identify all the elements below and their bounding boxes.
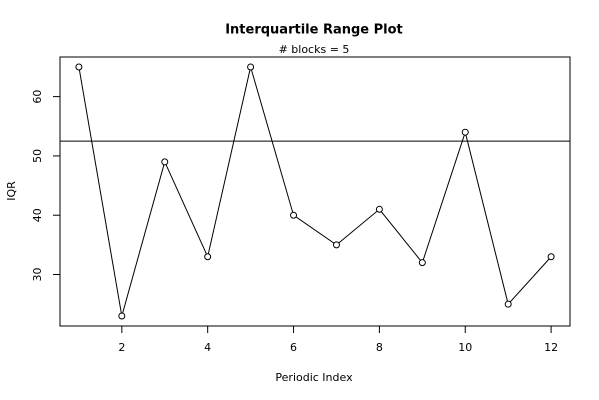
x-tick-label: 2 <box>118 341 125 354</box>
data-point <box>547 253 555 261</box>
y-axis-label: IQR <box>5 181 18 201</box>
y-tick-label: 50 <box>31 149 44 163</box>
data-line <box>78 66 552 317</box>
x-tick-label: 8 <box>376 341 383 354</box>
x-tick-label: 10 <box>458 341 472 354</box>
chart-title: Interquartile Range Plot <box>225 23 403 38</box>
data-point <box>204 253 212 261</box>
data-point <box>461 128 469 136</box>
x-tick-label: 12 <box>544 341 558 354</box>
data-point <box>161 158 169 166</box>
data-point <box>247 63 255 71</box>
data-point <box>375 205 383 213</box>
data-point <box>418 259 426 267</box>
x-tick-label: 6 <box>290 341 297 354</box>
data-point <box>118 312 126 320</box>
x-axis-label: Periodic Index <box>275 371 353 384</box>
y-tick-label: 30 <box>31 268 44 282</box>
chart-subtitle: # blocks = 5 <box>279 43 350 56</box>
data-point <box>290 211 298 219</box>
data-point <box>75 63 83 71</box>
y-tick-label: 60 <box>31 90 44 104</box>
x-tick-label: 4 <box>204 341 211 354</box>
data-point <box>332 241 340 249</box>
plot-frame <box>59 56 571 327</box>
data-point <box>504 300 512 308</box>
y-tick-label: 40 <box>31 208 44 222</box>
